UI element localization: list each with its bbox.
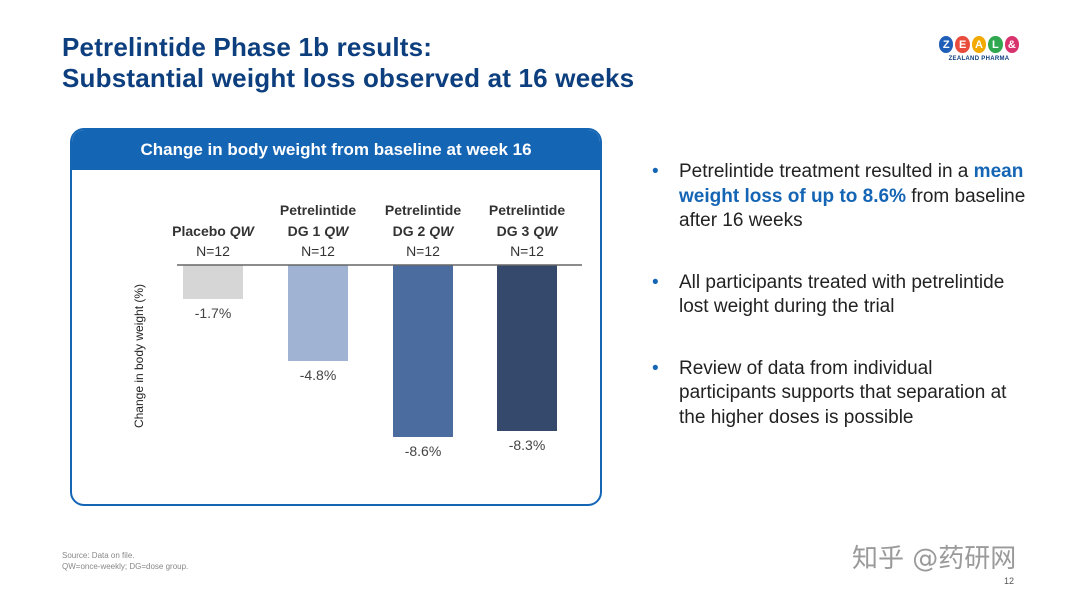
zealand-pharma-logo: Z E A L & ZEALAND PHARMA: [938, 35, 1021, 67]
category-label: DG 1 QW: [288, 223, 350, 239]
data-label: -4.8%: [300, 367, 337, 383]
logo-letter: &: [1003, 35, 1021, 54]
page-number: 12: [1004, 576, 1015, 586]
category-name: DG 1: [288, 223, 325, 239]
footnote-abbreviations: QW=once-weekly; DG=dose group.: [62, 562, 189, 571]
sample-size-label: N=12: [406, 243, 440, 259]
slide-title-line1: Petrelintide Phase 1b results:: [62, 32, 433, 62]
bullet-text: All participants treated with petrelinti…: [679, 271, 1005, 318]
bullet-highlight: mean weight loss of up to 8.6%: [679, 161, 1024, 207]
sample-size-label: N=12: [510, 243, 544, 259]
bar: [288, 265, 348, 361]
chart-title: Change in body weight from baseline at w…: [72, 130, 600, 170]
watermark: 知乎 @药研网: [852, 544, 1017, 574]
bar: [497, 265, 557, 431]
bar-chart: Change in body weight (%)Placebo QWN=12-…: [132, 202, 582, 459]
logo-letter: E: [954, 35, 971, 54]
logo-circles: Z E A L &: [938, 35, 1021, 54]
bullet-icon: •: [652, 161, 659, 182]
slide-title-line2: Substantial weight loss observed at 16 w…: [62, 63, 635, 93]
category-label: Petrelintide: [489, 202, 565, 218]
chart-panel: Change in body weight from baseline at w…: [70, 128, 602, 506]
category-label: DG 2 QW: [393, 223, 455, 239]
category-name: DG 3: [497, 223, 534, 239]
bullet-item: • Petrelintide treatment resulted in a me…: [652, 160, 1032, 234]
data-label: -1.7%: [195, 305, 232, 321]
logo-letter: L: [987, 35, 1004, 54]
bullet-icon: •: [652, 271, 659, 293]
sample-size-label: N=12: [196, 243, 230, 259]
bullet-item: • All participants treated with petrelint…: [652, 271, 1032, 320]
category-frequency: QW: [230, 223, 256, 239]
category-label: DG 3 QW: [497, 223, 559, 239]
sample-size-label: N=12: [301, 243, 335, 259]
bullet-text: from baseline after 16 weeks: [679, 185, 1026, 232]
logo-letter: Z: [938, 35, 955, 54]
bar: [183, 265, 243, 299]
bar: [393, 265, 453, 437]
y-axis-label: Change in body weight (%): [132, 284, 146, 428]
category-label: Placebo QW: [172, 223, 255, 239]
data-label: -8.3%: [509, 437, 546, 453]
bullet-icon: •: [652, 357, 659, 379]
bullet-text: Petrelintide treatment resulted in a: [679, 161, 974, 182]
data-label: -8.6%: [405, 443, 442, 459]
category-label: Petrelintide: [385, 202, 461, 218]
bullet-item: • Review of data from individual particip…: [652, 357, 1032, 431]
category-frequency: QW: [429, 223, 455, 239]
category-name: Placebo: [172, 223, 230, 239]
logo-letter: A: [970, 35, 988, 54]
bullet-list: • Petrelintide treatment resulted in a me…: [652, 160, 1032, 467]
logo-subtitle: ZEALAND PHARMA: [948, 56, 1010, 62]
footnote: Source: Data on file. QW=once-weekly; DG…: [62, 550, 188, 572]
slide-title: Petrelintide Phase 1b results: Substanti…: [62, 32, 634, 94]
category-frequency: QW: [533, 223, 559, 239]
bullet-text: Review of data from individual participa…: [679, 357, 1007, 428]
category-label: Petrelintide: [280, 202, 356, 218]
category-frequency: QW: [324, 223, 350, 239]
footnote-source: Source: Data on file.: [62, 551, 135, 560]
category-name: DG 2: [393, 223, 430, 239]
